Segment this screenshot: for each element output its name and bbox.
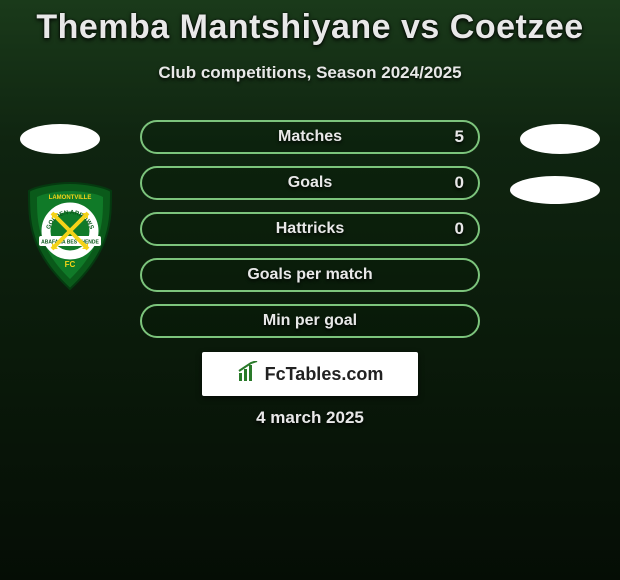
stats-container: Matches 5 Goals 0 Hattricks 0 Goals per … xyxy=(140,120,480,350)
player-photo-left xyxy=(20,124,100,154)
club-badge-left: LAMONTVILLE GOLDEN ARROWS ABAFANA BES'TH… xyxy=(20,176,120,296)
stat-label: Hattricks xyxy=(276,220,344,238)
svg-text:ABAFANA BES'THENDE: ABAFANA BES'THENDE xyxy=(41,240,99,246)
badge-text-top: LAMONTVILLE xyxy=(49,195,92,201)
branding-text: FcTables.com xyxy=(265,364,384,385)
branding-link[interactable]: FcTables.com xyxy=(202,352,418,396)
subtitle: Club competitions, Season 2024/2025 xyxy=(0,63,620,83)
date-text: 4 march 2025 xyxy=(0,408,620,428)
stat-row-min-per-goal: Min per goal xyxy=(140,304,480,338)
stat-value: 0 xyxy=(455,173,464,193)
shield-icon: LAMONTVILLE GOLDEN ARROWS ABAFANA BES'TH… xyxy=(25,181,115,291)
stat-row-goals: Goals 0 xyxy=(140,166,480,200)
club-badge-right xyxy=(510,176,600,204)
stat-value: 5 xyxy=(455,127,464,147)
svg-text:FC: FC xyxy=(65,260,76,269)
stat-row-goals-per-match: Goals per match xyxy=(140,258,480,292)
page-title: Themba Mantshiyane vs Coetzee xyxy=(0,0,620,47)
chart-icon xyxy=(237,361,259,388)
stat-label: Matches xyxy=(278,128,342,146)
stat-label: Goals xyxy=(288,174,332,192)
stat-label: Min per goal xyxy=(263,312,357,330)
stat-label: Goals per match xyxy=(247,266,372,284)
stat-row-matches: Matches 5 xyxy=(140,120,480,154)
stat-row-hattricks: Hattricks 0 xyxy=(140,212,480,246)
player-photo-right xyxy=(520,124,600,154)
stat-value: 0 xyxy=(455,219,464,239)
